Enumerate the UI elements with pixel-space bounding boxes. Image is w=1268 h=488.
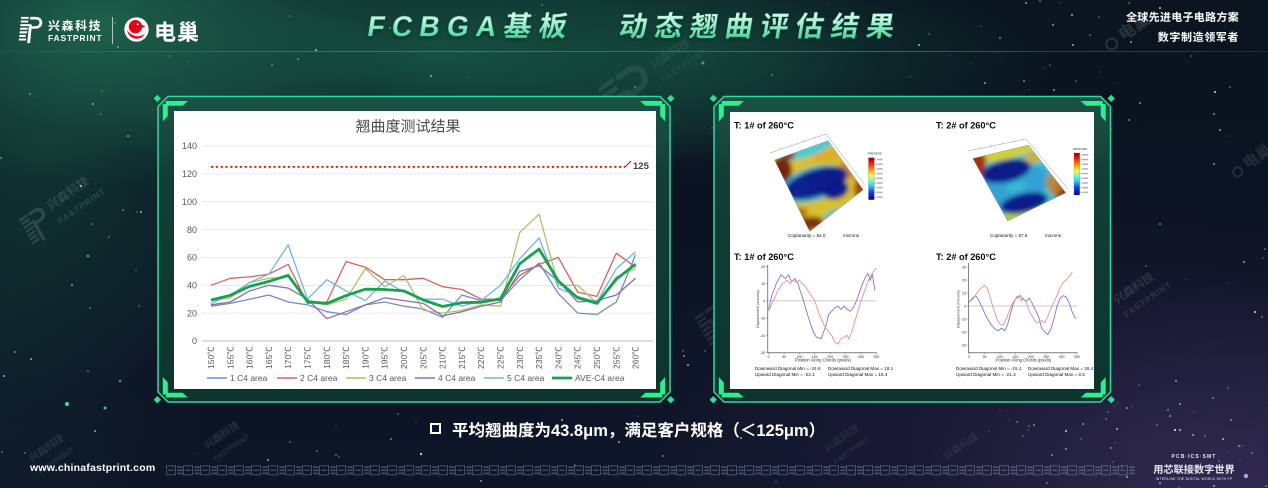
- svg-text:4 C4 area: 4 C4 area: [438, 373, 476, 383]
- svg-text:microns: microns: [843, 233, 860, 238]
- svg-text:-30: -30: [760, 351, 765, 355]
- svg-text:200℃: 200℃: [398, 346, 410, 369]
- svg-text:1 C4 area: 1 C4 area: [230, 373, 268, 383]
- svg-text:Upward Diagonal Max = 15.4: Upward Diagonal Max = 15.4: [828, 372, 888, 377]
- svg-text:350: 350: [1074, 355, 1080, 359]
- svg-text:2 C4 area: 2 C4 area: [300, 373, 338, 383]
- svg-text:260℃: 260℃: [630, 346, 642, 369]
- svg-text:220℃: 220℃: [475, 346, 487, 369]
- svg-text:Upward Diagonal Min = -22.1: Upward Diagonal Min = -22.1: [755, 372, 815, 377]
- svg-text:Downward Diagonal Min = -24.6: Downward Diagonal Min = -24.6: [755, 366, 821, 371]
- svg-text:180℃: 180℃: [321, 346, 333, 369]
- svg-text:100: 100: [796, 355, 802, 359]
- svg-text:160℃: 160℃: [244, 346, 256, 369]
- svg-text:0: 0: [763, 299, 765, 303]
- svg-text:240℃: 240℃: [552, 346, 564, 369]
- svg-text:245℃: 245℃: [572, 346, 584, 369]
- svg-text:350: 350: [873, 355, 879, 359]
- svg-text:microns: microns: [868, 151, 882, 156]
- svg-text:205℃: 205℃: [417, 346, 429, 369]
- svg-text:150: 150: [1012, 355, 1018, 359]
- svg-text:165℃: 165℃: [263, 346, 275, 369]
- svg-text:200: 200: [827, 355, 833, 359]
- svg-text:210℃: 210℃: [437, 346, 449, 369]
- svg-text:150℃: 150℃: [205, 346, 217, 369]
- svg-text:AVE-C4 area: AVE-C4 area: [575, 373, 625, 383]
- svg-text:250: 250: [843, 355, 849, 359]
- svg-text:-30: -30: [961, 343, 966, 347]
- svg-text:100: 100: [182, 197, 197, 207]
- svg-text:Upward Diagonal Min = -21.3: Upward Diagonal Min = -21.3: [956, 372, 1016, 377]
- svg-text:Downward Diagonal Min = -15.1: Downward Diagonal Min = -15.1: [956, 366, 1022, 371]
- svg-text:190℃: 190℃: [359, 346, 371, 369]
- svg-text:230℃: 230℃: [514, 346, 526, 369]
- svg-text:5 C4 area: 5 C4 area: [507, 373, 545, 383]
- svg-text:-10: -10: [760, 317, 765, 321]
- svg-text:225℃: 225℃: [495, 346, 507, 369]
- svg-text:150: 150: [812, 355, 818, 359]
- svg-text:-10: -10: [961, 317, 966, 321]
- svg-text:250: 250: [1043, 355, 1049, 359]
- svg-text:10: 10: [761, 282, 765, 286]
- svg-text:255℃: 255℃: [610, 346, 622, 369]
- svg-text:100: 100: [997, 355, 1003, 359]
- svg-text:175℃: 175℃: [302, 346, 314, 369]
- svg-text:Downward Diagonal Max = 26.4: Downward Diagonal Max = 26.4: [1028, 366, 1094, 371]
- svg-text:T: 2# of 260°C: T: 2# of 260°C: [936, 252, 996, 262]
- svg-text:T: 1# of 260°C: T: 1# of 260°C: [734, 252, 794, 262]
- svg-text:250℃: 250℃: [591, 346, 603, 369]
- svg-text:Position Along Chords (pixels): Position Along Chords (pixels): [995, 358, 1051, 363]
- svg-text:0: 0: [768, 355, 770, 359]
- svg-text:Coplanarity = 57.5: Coplanarity = 57.5: [990, 233, 1028, 238]
- svg-text:T: 2# of 260°C: T: 2# of 260°C: [936, 121, 996, 131]
- svg-text:200: 200: [1028, 355, 1034, 359]
- svg-text:195℃: 195℃: [379, 346, 391, 369]
- svg-text:50: 50: [782, 355, 786, 359]
- svg-text:120: 120: [182, 169, 197, 179]
- svg-text:翘曲度测试结果: 翘曲度测试结果: [355, 116, 460, 137]
- svg-text:Downward Diagonal Max = 18.1: Downward Diagonal Max = 18.1: [828, 366, 894, 371]
- svg-text:0: 0: [192, 336, 197, 346]
- svg-text:60: 60: [187, 253, 197, 263]
- svg-text:30: 30: [962, 265, 966, 269]
- svg-text:0: 0: [964, 304, 966, 308]
- svg-text:80: 80: [187, 225, 197, 235]
- svg-text:185℃: 185℃: [340, 346, 352, 369]
- svg-text:50: 50: [983, 355, 987, 359]
- svg-text:microns: microns: [1073, 146, 1087, 151]
- svg-text:20: 20: [187, 308, 197, 318]
- svg-text:Upward Diagonal Max = 8.5: Upward Diagonal Max = 8.5: [1028, 372, 1085, 377]
- svg-text:T: 1# of 260°C: T: 1# of 260°C: [734, 121, 794, 131]
- svg-text:20: 20: [761, 265, 765, 269]
- svg-text:235℃: 235℃: [533, 346, 545, 369]
- svg-text:microns: microns: [1045, 233, 1062, 238]
- svg-text:215℃: 215℃: [456, 346, 468, 369]
- svg-text:0: 0: [968, 355, 970, 359]
- svg-text:-20: -20: [760, 334, 765, 338]
- svg-text:Displacement (microns): Displacement (microns): [756, 290, 760, 328]
- svg-text:300: 300: [1059, 355, 1065, 359]
- svg-text:10: 10: [962, 291, 966, 295]
- svg-text:155℃: 155℃: [224, 346, 236, 369]
- svg-text:Position Along Chords (pixels): Position Along Chords (pixels): [795, 358, 851, 363]
- svg-text:300: 300: [858, 355, 864, 359]
- svg-text:-20: -20: [961, 330, 966, 334]
- svg-text:140: 140: [182, 141, 197, 151]
- svg-text:40: 40: [187, 281, 197, 291]
- svg-text:20: 20: [962, 278, 966, 282]
- svg-text:Coplanarity = 54.0: Coplanarity = 54.0: [788, 233, 826, 238]
- svg-text:170℃: 170℃: [282, 346, 294, 369]
- svg-text:125: 125: [633, 161, 650, 172]
- svg-text:Displacement (microns): Displacement (microns): [956, 290, 960, 328]
- svg-text:3 C4 area: 3 C4 area: [369, 373, 407, 383]
